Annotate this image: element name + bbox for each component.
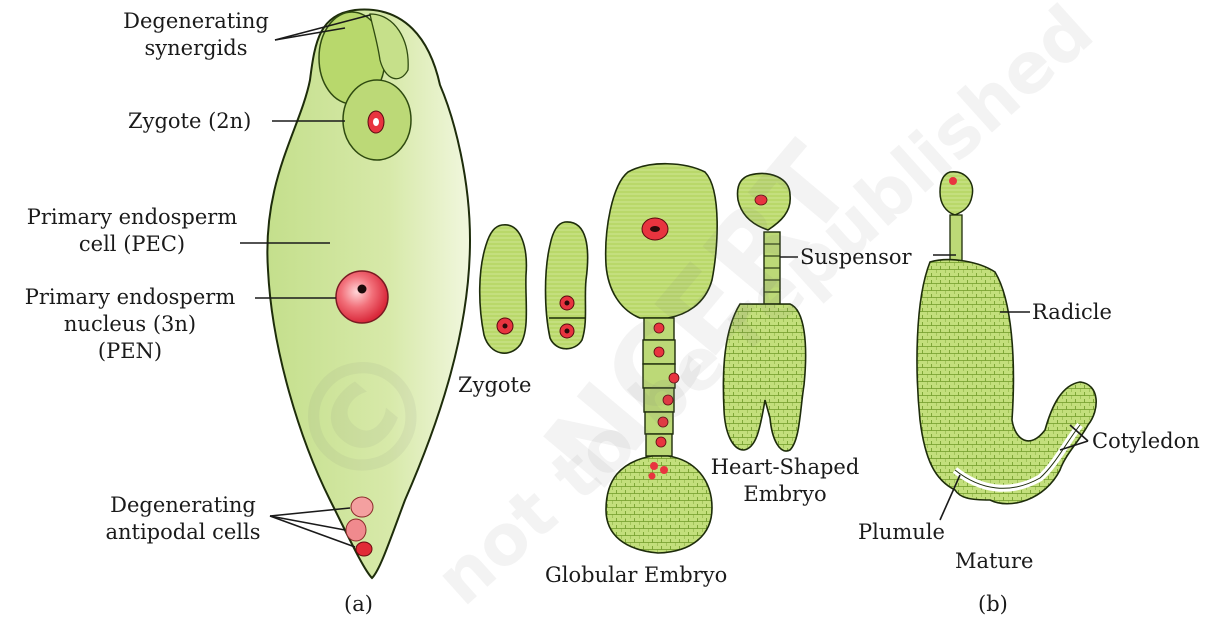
antipodal-cell-1 <box>350 496 374 518</box>
leader-lines-a <box>240 14 371 548</box>
label-plumule: Plumule <box>858 520 945 544</box>
primary-endosperm-nucleus <box>335 270 389 324</box>
label-pec: Primary endosperm cell (PEC) <box>26 205 238 256</box>
synergid-right <box>369 13 409 80</box>
globular-suspensor-basal-cell <box>604 162 718 319</box>
antipodal-cell-2 <box>345 518 367 542</box>
heart-embryo-proper <box>722 303 807 452</box>
label-degenerating-synergids: Degenerating synergids <box>123 9 269 60</box>
zygote-stage-2 <box>544 221 589 350</box>
label-heart-shaped-embryo: Heart-Shaped Embryo <box>710 455 860 506</box>
label-panel-a: (a) <box>344 592 373 616</box>
label-globular-embryo: Globular Embryo <box>545 563 728 587</box>
globular-embryo-proper <box>605 455 713 554</box>
label-radicle: Radicle <box>1032 300 1112 324</box>
label-zygote: Zygote <box>458 373 532 397</box>
mature-embryo-body <box>916 258 1097 505</box>
mature-basal-cell <box>939 171 974 216</box>
label-panel-b: (b) <box>978 592 1008 616</box>
label-degenerating-antipodal: Degenerating antipodal cells <box>105 493 261 544</box>
label-suspensor: Suspensor <box>800 245 912 269</box>
label-cotyledon: Cotyledon <box>1092 429 1200 453</box>
label-mature: Mature <box>955 549 1034 573</box>
zygote-stage-1 <box>478 224 528 354</box>
label-pen: Primary endosperm nucleus (3n) (PEN) <box>24 285 236 363</box>
globular-suspensor-column <box>642 317 680 457</box>
leader-lines-b <box>780 254 1089 521</box>
antipodal-cell-3 <box>355 541 373 557</box>
label-zygote-2n: Zygote (2n) <box>128 109 252 133</box>
